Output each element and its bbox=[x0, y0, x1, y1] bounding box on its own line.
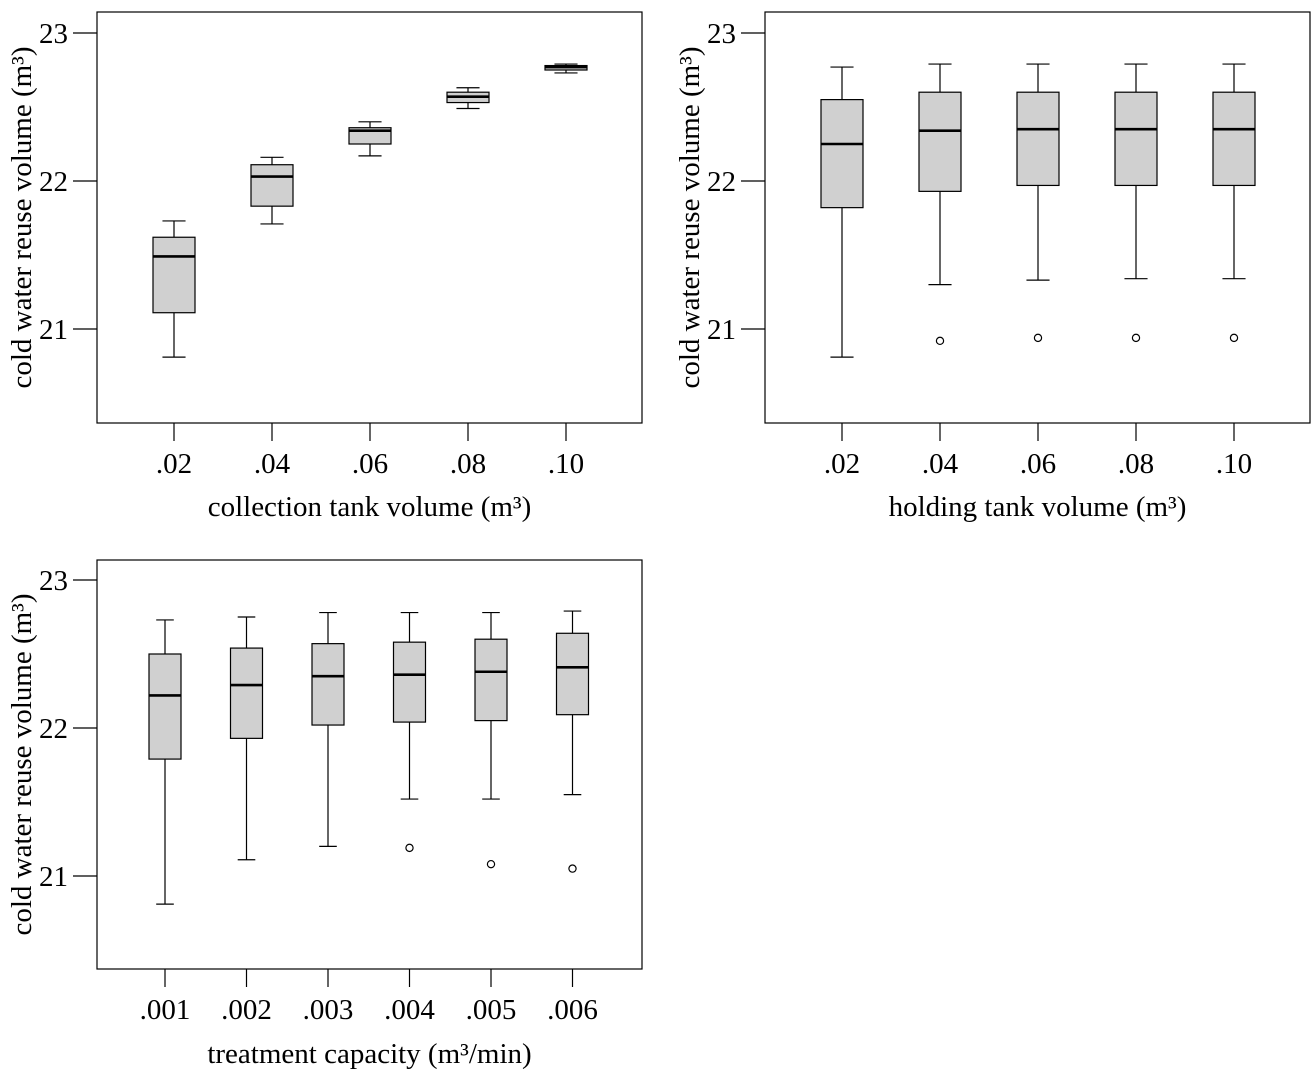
box-.005 bbox=[474, 611, 508, 869]
box-.06 bbox=[1016, 63, 1060, 343]
y-tick-label: 21 bbox=[39, 861, 68, 893]
panel-2: 21 22 23 .02 .04 .06 .08 .10 holding tank volume… bbox=[674, 11, 1311, 523]
iqr-box bbox=[474, 638, 508, 722]
x-tick-label: .02 bbox=[824, 448, 860, 480]
x-tick-label: .02 bbox=[156, 448, 192, 480]
y-tick-label: 23 bbox=[39, 565, 68, 597]
panel-3: 21 22 23 .001 .002 .003 .004 .005 .006 treatment … bbox=[6, 559, 643, 1070]
y-tick-label: 23 bbox=[39, 18, 68, 50]
outlier-point bbox=[486, 859, 496, 869]
plot-frame bbox=[96, 559, 643, 970]
x-tick-label: .06 bbox=[1020, 448, 1056, 480]
box-.006 bbox=[555, 610, 590, 873]
y-axis-title: cold water reuse volume (m³) bbox=[6, 46, 38, 388]
panel-1: 21 22 23 .02 .04 .06 .08 .10 collection tank vol… bbox=[6, 11, 643, 523]
x-tick-label: .001 bbox=[140, 994, 191, 1026]
x-axis-title: treatment capacity (m³/min) bbox=[207, 1038, 531, 1070]
x-tick-label: .08 bbox=[450, 448, 486, 480]
iqr-box bbox=[1212, 91, 1256, 187]
y-tick-label: 21 bbox=[707, 314, 736, 346]
y-tick-label: 22 bbox=[39, 166, 68, 198]
outlier-point bbox=[1033, 333, 1043, 343]
outlier-point bbox=[935, 336, 945, 346]
x-axis-title: collection tank volume (m³) bbox=[208, 491, 532, 523]
x-tick-label: .003 bbox=[303, 994, 354, 1026]
iqr-box bbox=[152, 236, 196, 314]
x-tick-label: .04 bbox=[922, 448, 959, 480]
box-.02 bbox=[820, 66, 864, 358]
box-.04 bbox=[250, 156, 294, 225]
box-.10 bbox=[1212, 63, 1256, 343]
x-tick-label: .06 bbox=[352, 448, 388, 480]
box-.003 bbox=[311, 611, 345, 848]
box-.001 bbox=[148, 619, 182, 905]
box-.06 bbox=[348, 121, 392, 157]
iqr-box bbox=[555, 632, 590, 716]
box-.10 bbox=[544, 63, 588, 74]
iqr-box bbox=[229, 647, 264, 739]
box-.02 bbox=[152, 220, 196, 358]
x-tick-label: .04 bbox=[254, 448, 291, 480]
plot-frame bbox=[96, 11, 643, 424]
y-tick-label: 22 bbox=[707, 166, 736, 198]
outlier-point bbox=[1131, 333, 1141, 343]
iqr-box bbox=[250, 164, 294, 207]
outlier-point bbox=[568, 864, 577, 873]
y-tick-label: 23 bbox=[707, 18, 736, 50]
iqr-box bbox=[1016, 91, 1060, 187]
iqr-box bbox=[311, 643, 345, 726]
outlier-point bbox=[405, 843, 414, 853]
x-tick-label: .10 bbox=[548, 448, 584, 480]
y-axis-title: cold water reuse volume (m³) bbox=[6, 593, 38, 935]
box-.004 bbox=[392, 611, 427, 853]
x-tick-label: .002 bbox=[221, 994, 272, 1026]
x-tick-label: .10 bbox=[1216, 448, 1252, 480]
y-tick-label: 21 bbox=[39, 314, 68, 346]
iqr-box bbox=[820, 98, 864, 209]
y-tick-label: 22 bbox=[39, 713, 68, 745]
x-tick-label: .004 bbox=[384, 994, 435, 1026]
iqr-box bbox=[1114, 91, 1158, 187]
x-tick-label: .005 bbox=[466, 994, 517, 1026]
y-axis-title: cold water reuse volume (m³) bbox=[674, 46, 706, 388]
box-.08 bbox=[446, 87, 490, 110]
iqr-box bbox=[392, 641, 427, 723]
iqr-box bbox=[918, 91, 962, 192]
box-.002 bbox=[229, 616, 264, 861]
iqr-box bbox=[148, 653, 182, 760]
outlier-point bbox=[1229, 333, 1239, 343]
box-.08 bbox=[1114, 63, 1158, 343]
x-axis-title: holding tank volume (m³) bbox=[889, 491, 1187, 523]
x-tick-label: .08 bbox=[1118, 448, 1154, 480]
box-.04 bbox=[918, 63, 962, 346]
x-tick-label: .006 bbox=[547, 994, 598, 1026]
